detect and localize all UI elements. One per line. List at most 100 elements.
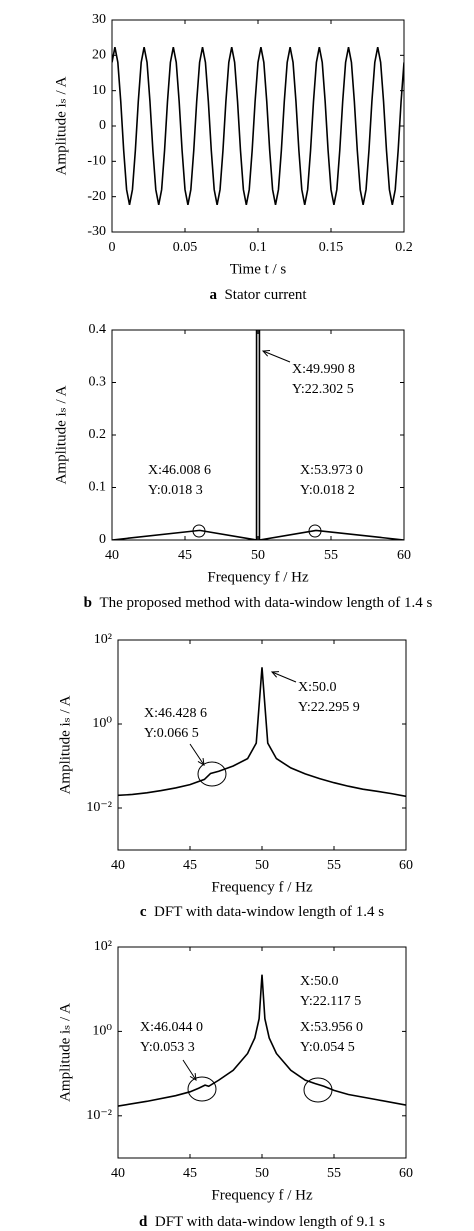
annotation-circle bbox=[187, 1076, 217, 1102]
x-tick-label: 50 bbox=[255, 1166, 269, 1181]
caption-text: DFT with data-window length of 9.1 s bbox=[155, 1214, 385, 1230]
caption: b The proposed method with data-window l… bbox=[84, 595, 433, 611]
caption-label: c bbox=[140, 904, 147, 920]
annotation-y: Y:0.066 5 bbox=[144, 726, 199, 741]
caption-text: The proposed method with data-window len… bbox=[99, 595, 432, 611]
y-tick-label: 10 bbox=[92, 83, 106, 98]
annotation-y: Y:22.117 5 bbox=[300, 994, 361, 1009]
x-tick-label: 50 bbox=[251, 548, 265, 563]
x-tick-label: 0.15 bbox=[319, 240, 344, 255]
caption-label: b bbox=[84, 595, 92, 611]
x-tick-label: 0.05 bbox=[173, 240, 198, 255]
annotation-x: X:46.044 0 bbox=[140, 1020, 203, 1035]
trace bbox=[112, 330, 404, 540]
y-axis-label: Amplitude iₛ / A bbox=[53, 385, 69, 484]
annotation-circle bbox=[308, 524, 322, 538]
y-tick-label: 20 bbox=[92, 48, 106, 63]
caption: d DFT with data-window length of 9.1 s bbox=[139, 1214, 385, 1230]
plot-box bbox=[111, 329, 405, 541]
panel: 40 45 50 55 60 0 0.1 0.2 0.3 0.4 Frequency f / Hz A… bbox=[53, 322, 433, 611]
plot-box bbox=[111, 19, 405, 233]
trace bbox=[118, 974, 406, 1107]
x-axis-label: Frequency f / Hz bbox=[211, 1187, 313, 1203]
trace bbox=[112, 47, 404, 205]
annotation-circle bbox=[197, 761, 227, 787]
arrow-head bbox=[270, 671, 280, 678]
y-axis-label: Amplitude iₛ / A bbox=[57, 695, 73, 794]
y-tick-label: 0 bbox=[99, 118, 106, 133]
y-tick-label: 30 bbox=[92, 12, 106, 27]
annotation-y: Y:0.018 3 bbox=[148, 483, 203, 498]
annotation-circle bbox=[192, 524, 206, 538]
x-tick-label: 60 bbox=[399, 858, 413, 873]
x-tick-label: 55 bbox=[324, 548, 338, 563]
x-axis-label: Frequency f / Hz bbox=[211, 879, 313, 895]
caption-text: Stator current bbox=[224, 287, 307, 303]
y-tick-label: 10² bbox=[94, 939, 112, 954]
caption-label: d bbox=[139, 1214, 148, 1230]
annotation-arrow bbox=[189, 743, 205, 766]
annotation-arrow bbox=[182, 1059, 197, 1081]
annotation-x: X:46.428 6 bbox=[144, 706, 207, 721]
x-tick-label: 0 bbox=[109, 240, 116, 255]
trace bbox=[118, 667, 406, 798]
y-tick-label: -30 bbox=[87, 224, 106, 239]
y-tick-label: 0.1 bbox=[89, 480, 107, 495]
y-tick-label: 10² bbox=[94, 632, 112, 647]
annotation-arrow bbox=[271, 671, 297, 683]
x-tick-label: 55 bbox=[327, 1166, 341, 1181]
y-tick-label: 10⁻² bbox=[86, 1108, 112, 1123]
x-tick-label: 40 bbox=[111, 1166, 125, 1181]
annotation-y: Y:0.018 2 bbox=[300, 483, 355, 498]
y-tick-label: 10⁰ bbox=[92, 1024, 112, 1039]
annotation-y: Y:0.054 5 bbox=[300, 1040, 355, 1055]
annotation-x: X:53.973 0 bbox=[300, 463, 363, 478]
x-tick-label: 45 bbox=[183, 858, 197, 873]
y-tick-label: 10⁻² bbox=[86, 800, 112, 815]
y-axis-label: Amplitude iₛ / A bbox=[53, 76, 69, 175]
arrow-head bbox=[261, 350, 271, 357]
x-tick-label: 0.2 bbox=[395, 240, 413, 255]
y-axis-label: Amplitude iₛ / A bbox=[57, 1003, 73, 1102]
caption-text: DFT with data-window length of 1.4 s bbox=[154, 904, 384, 920]
annotation-x: X:50.0 bbox=[300, 974, 339, 989]
arrow-head bbox=[197, 757, 205, 766]
annotation-x: X:46.008 6 bbox=[148, 463, 211, 478]
y-tick-label: 0 bbox=[99, 532, 106, 547]
y-tick-label: 0.3 bbox=[89, 375, 107, 390]
y-tick-label: -10 bbox=[87, 154, 106, 169]
x-axis-label: Frequency f / Hz bbox=[207, 569, 309, 585]
x-tick-label: 40 bbox=[105, 548, 119, 563]
x-tick-label: 45 bbox=[183, 1166, 197, 1181]
annotation-x: X:50.0 bbox=[298, 680, 337, 695]
caption-label: a bbox=[209, 287, 217, 303]
x-tick-label: 40 bbox=[111, 858, 125, 873]
arrow-head bbox=[189, 1072, 197, 1081]
x-tick-label: 0.1 bbox=[249, 240, 267, 255]
y-tick-label: -20 bbox=[87, 189, 106, 204]
plot-box bbox=[117, 946, 407, 1159]
x-tick-label: 60 bbox=[399, 1166, 413, 1181]
caption: c DFT with data-window length of 1.4 s bbox=[140, 904, 384, 920]
x-tick-label: 45 bbox=[178, 548, 192, 563]
plot-box bbox=[117, 639, 407, 851]
x-axis-label: Time t / s bbox=[230, 261, 287, 277]
panel: 0 0.05 0.1 0.15 0.2 -30 -20 -10 0 10 20 30 Time t / … bbox=[53, 12, 412, 303]
annotation-x: X:49.990 8 bbox=[292, 362, 355, 377]
annotation-arrow bbox=[262, 350, 291, 363]
annotation-y: Y:22.295 9 bbox=[298, 700, 360, 715]
y-tick-label: 0.2 bbox=[89, 427, 107, 442]
panel: 40 45 50 55 60 10⁻² 10⁰ 10² Frequency f / Hz Ampl… bbox=[57, 632, 413, 920]
x-tick-label: 50 bbox=[255, 858, 269, 873]
annotation-circle bbox=[303, 1077, 333, 1103]
annotation-y: Y:22.302 5 bbox=[292, 382, 354, 397]
annotation-y: Y:0.053 3 bbox=[140, 1040, 195, 1055]
x-tick-label: 60 bbox=[397, 548, 411, 563]
y-tick-label: 10⁰ bbox=[92, 716, 112, 731]
y-tick-label: 0.4 bbox=[89, 322, 107, 337]
x-tick-label: 55 bbox=[327, 858, 341, 873]
panel: 40 45 50 55 60 10⁻² 10⁰ 10² Frequency f / Hz Ampl… bbox=[57, 939, 413, 1230]
annotation-x: X:53.956 0 bbox=[300, 1020, 363, 1035]
caption: a Stator current bbox=[209, 287, 307, 303]
